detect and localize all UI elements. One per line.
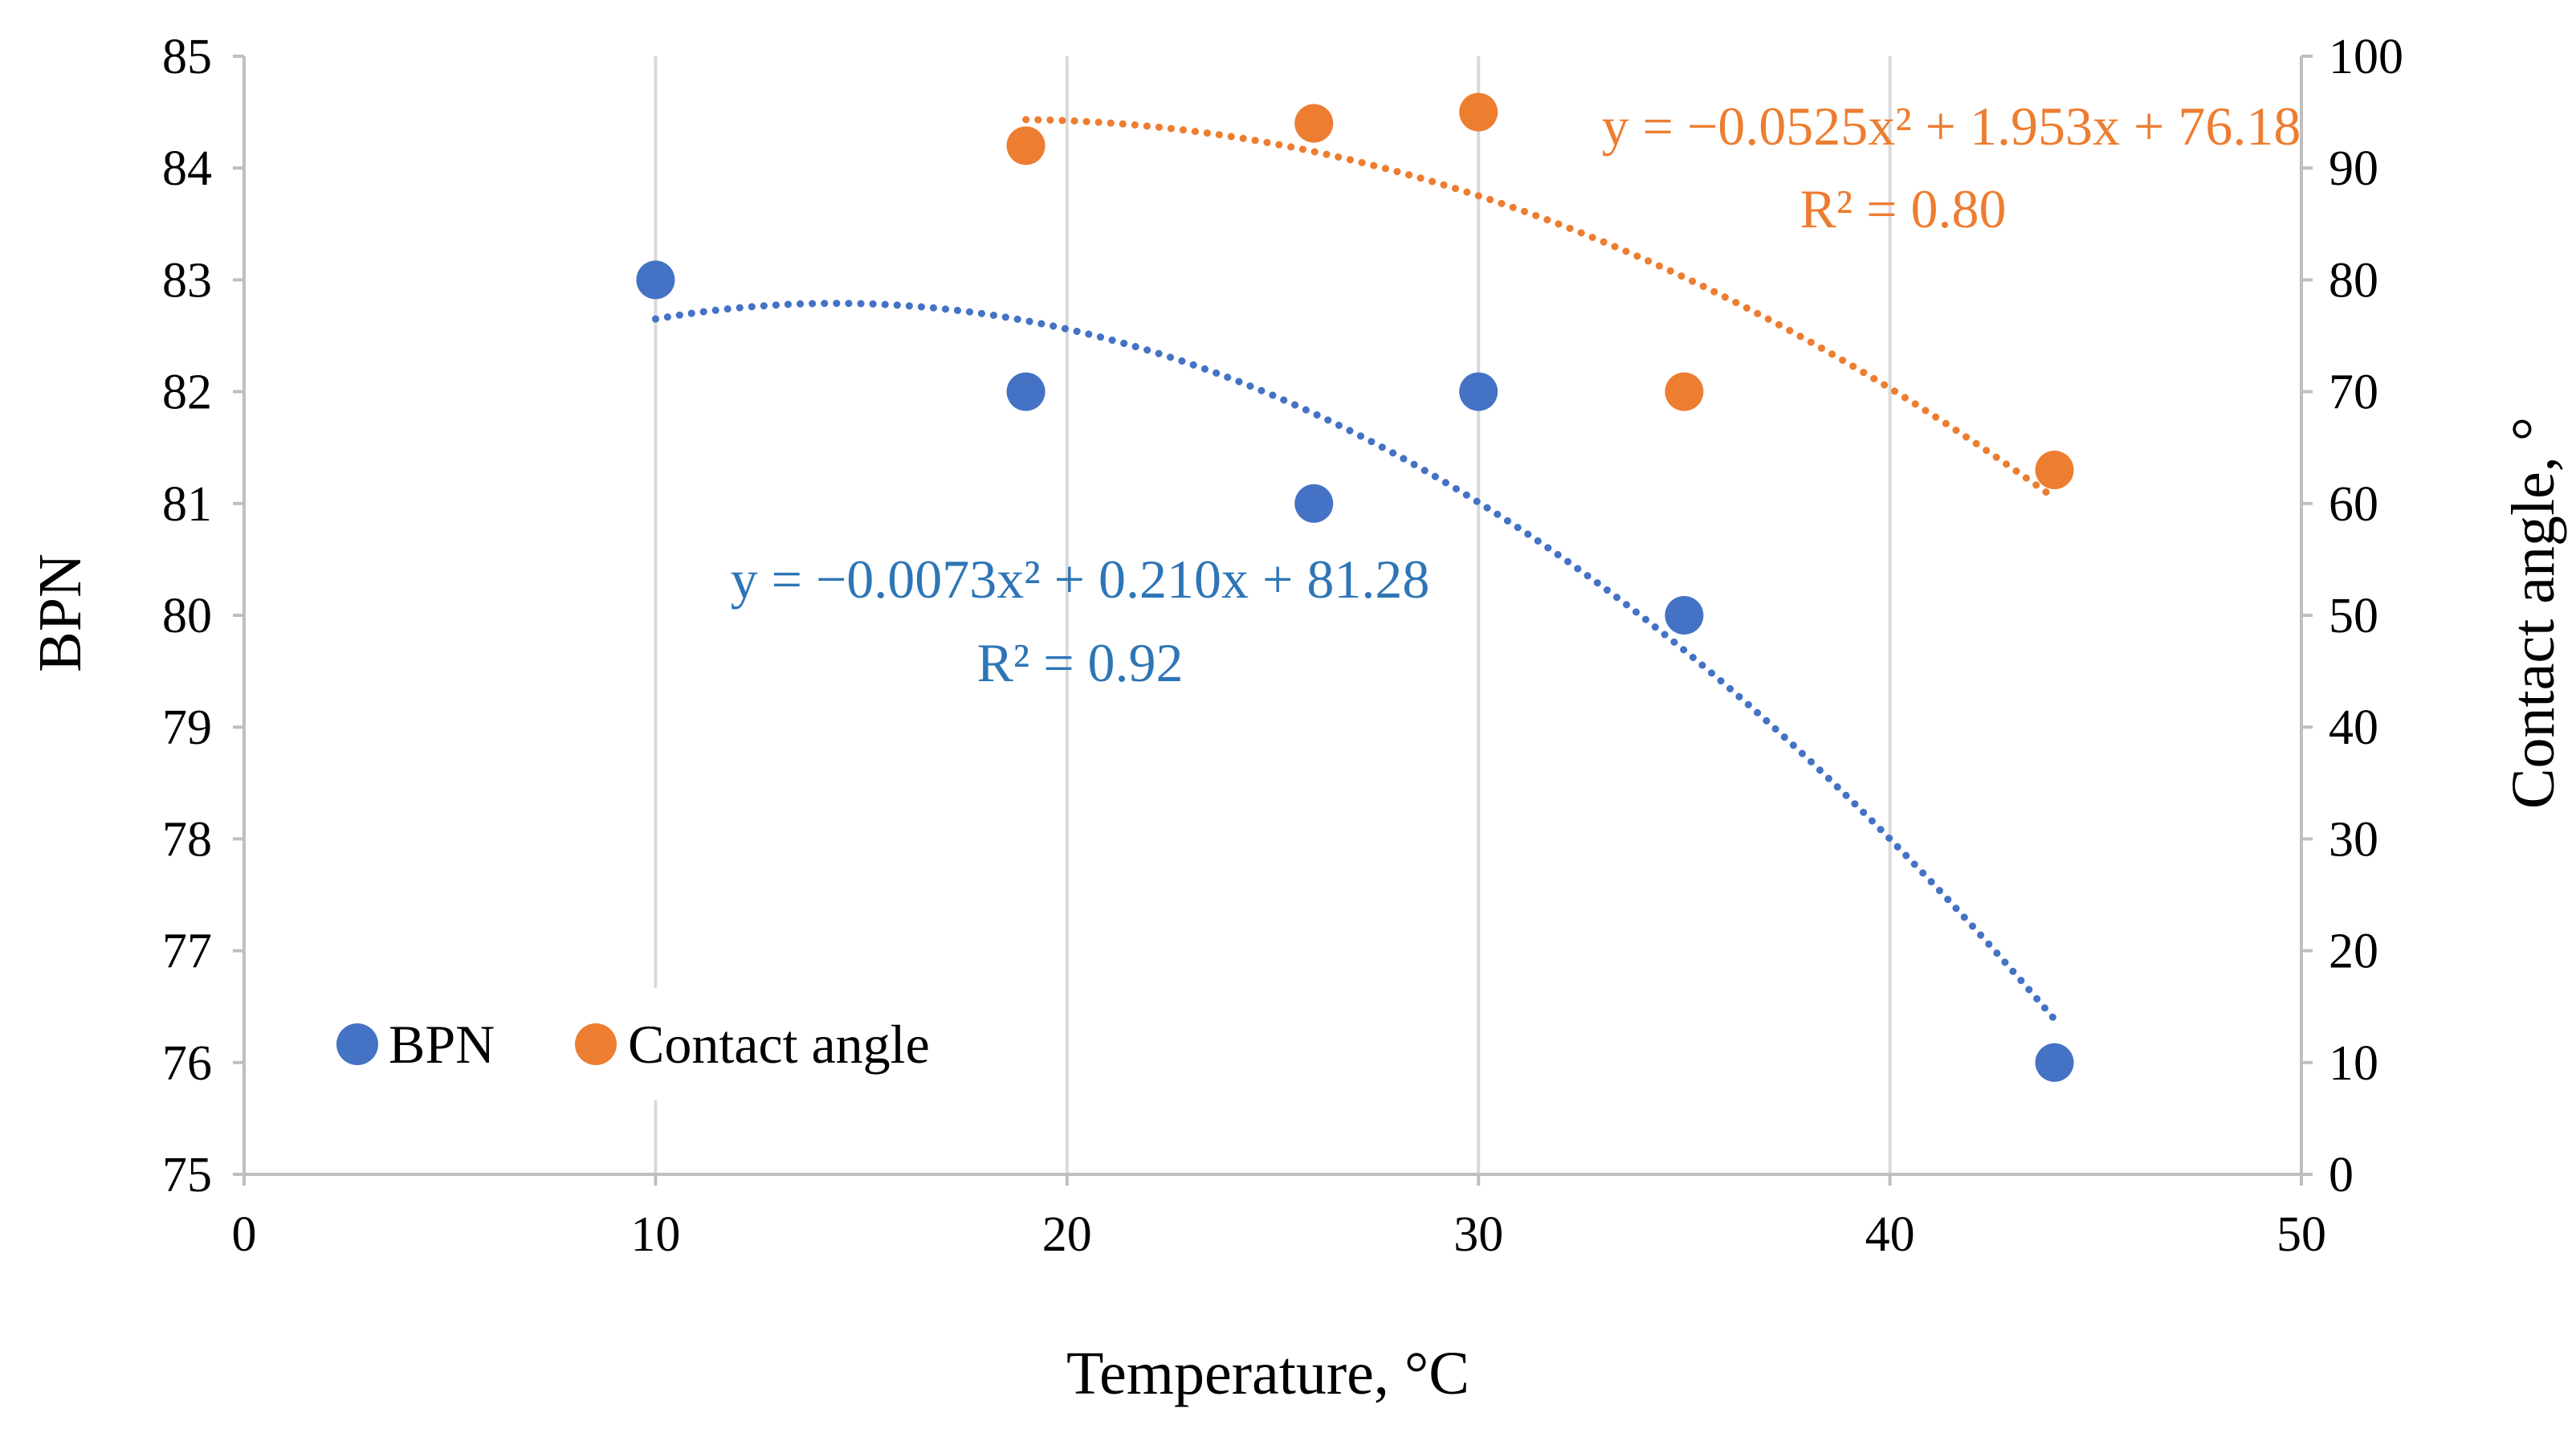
- contact-angle-r2: R² = 0.80: [1800, 178, 2006, 239]
- legend-label-bpn: BPN: [389, 1014, 495, 1075]
- y2-axis-title: Contact angle, °: [2500, 417, 2567, 809]
- x-tick-label: 20: [1042, 1207, 1092, 1262]
- y-tick-label: 85: [162, 30, 212, 84]
- y-tick-label: 75: [162, 1148, 212, 1202]
- y-tick-label: 79: [162, 700, 212, 755]
- y-tick-label: 81: [162, 477, 212, 532]
- x-tick-label: 10: [630, 1207, 680, 1262]
- bpn-equation: y = −0.0073x² + 0.210x + 81.28: [731, 549, 1430, 610]
- y-tick-label: 78: [162, 812, 212, 867]
- point-contact-angle: [1294, 104, 1334, 143]
- point-bpn: [1006, 372, 1045, 411]
- contact-angle-equation: y = −0.0525x² + 1.953x + 76.18: [1602, 96, 2301, 157]
- y2-tick-label: 30: [2329, 812, 2378, 867]
- y-tick-label: 84: [162, 141, 212, 196]
- x-tick-label: 40: [1865, 1207, 1915, 1262]
- y2-tick-label: 40: [2329, 700, 2378, 755]
- x-tick-label: 50: [2276, 1207, 2326, 1262]
- point-bpn: [636, 260, 675, 300]
- y2-tick-label: 100: [2329, 30, 2403, 84]
- y2-tick-label: 60: [2329, 477, 2378, 532]
- legend-marker-contact-angle: [575, 1023, 617, 1065]
- trendlines: [651, 116, 2059, 1023]
- y2-tick-label: 0: [2329, 1148, 2354, 1202]
- y2-tick-label: 90: [2329, 141, 2378, 196]
- y2-tick-label: 20: [2329, 925, 2378, 979]
- bpn-r2: R² = 0.92: [976, 632, 1183, 693]
- y2-tick-label: 80: [2329, 253, 2378, 308]
- point-bpn: [1665, 596, 1704, 635]
- legend-marker-bpn: [336, 1023, 378, 1065]
- point-bpn: [1294, 484, 1334, 523]
- legend: BPN Contact angle: [336, 1014, 930, 1075]
- y-axis-title: BPN: [26, 553, 94, 672]
- y-tick-label: 80: [162, 589, 212, 643]
- x-tick-label: 30: [1453, 1207, 1503, 1262]
- point-contact-angle: [1459, 92, 1498, 132]
- y-tick-label: 77: [162, 925, 212, 979]
- y2-tick-label: 50: [2329, 589, 2378, 643]
- point-contact-angle: [1665, 372, 1704, 411]
- point-contact-angle: [1006, 126, 1045, 165]
- trendline-contact-angle: [1022, 116, 2059, 502]
- x-tick-label: 0: [232, 1207, 257, 1262]
- x-axis-title: Temperature, °C: [1066, 1340, 1469, 1407]
- trendline-bpn: [651, 300, 2059, 1023]
- y2-tick-label: 10: [2329, 1036, 2378, 1091]
- y2-tick-label: 70: [2329, 365, 2378, 420]
- data-points: [636, 92, 2074, 1082]
- axes: [233, 55, 2313, 1186]
- legend-box: [297, 988, 1020, 1100]
- y-tick-label: 82: [162, 365, 212, 420]
- y-tick-label: 76: [162, 1036, 212, 1091]
- y-tick-label: 83: [162, 253, 212, 308]
- point-contact-angle: [2035, 451, 2074, 490]
- tick-labels: 0 10 20 30 40 50 75 76 77 78 79 80 81 82 83 84 85 0 10 20 30…: [162, 30, 2403, 1262]
- legend-label-contact-angle: Contact angle: [628, 1014, 930, 1075]
- point-bpn: [1459, 372, 1498, 411]
- point-bpn: [2035, 1043, 2074, 1082]
